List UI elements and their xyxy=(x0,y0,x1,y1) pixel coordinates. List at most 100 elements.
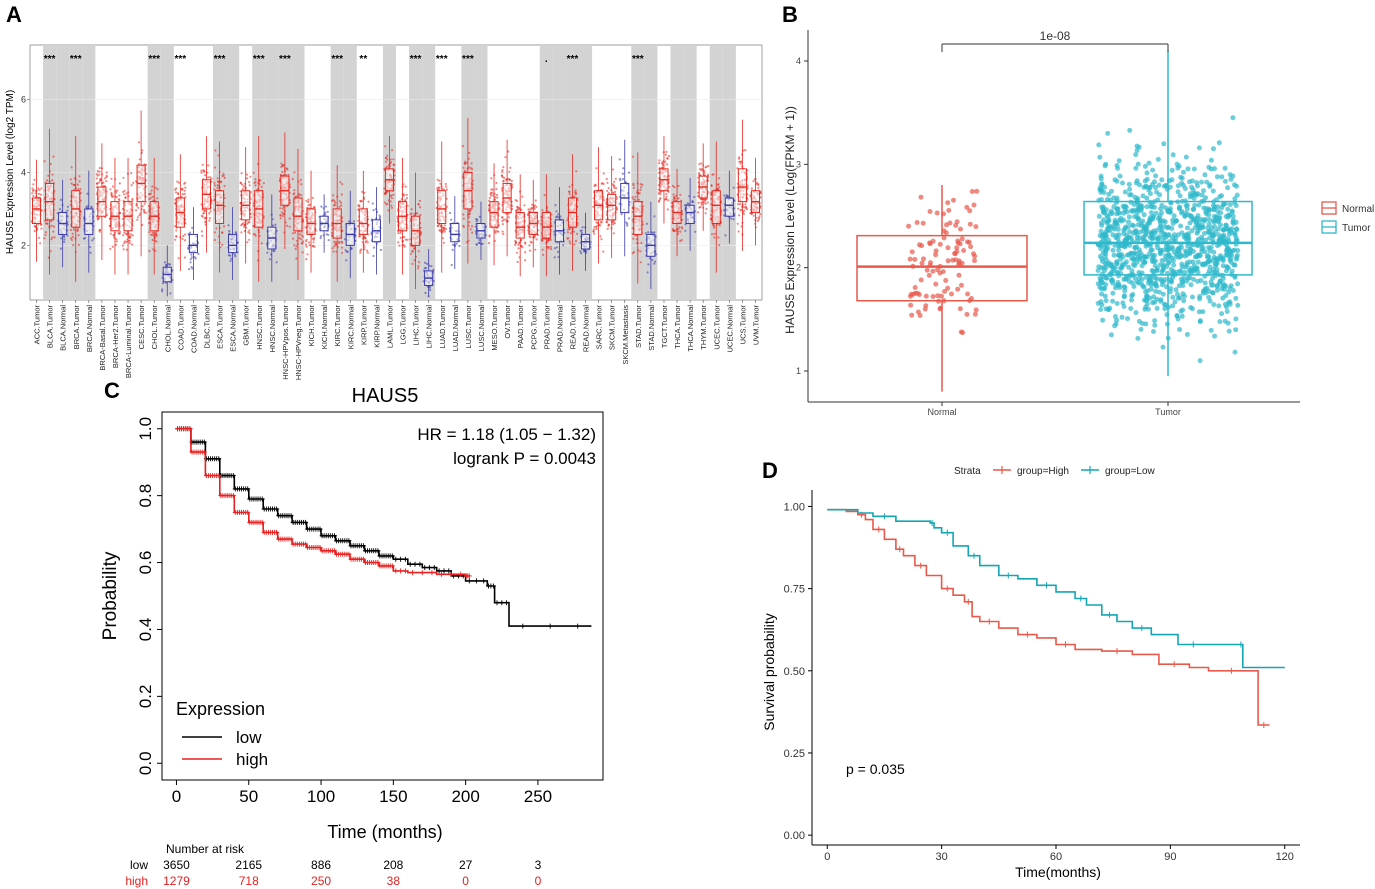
panel-a-point xyxy=(227,254,230,257)
panel-a-point xyxy=(474,225,477,228)
panel-a-point xyxy=(398,244,401,247)
panel-a-point xyxy=(467,216,471,219)
panel-a-point xyxy=(625,221,628,224)
panel-a-point xyxy=(495,193,499,197)
panel-a-point xyxy=(503,176,506,179)
panel-a-xtick-label: LUSC.Normal xyxy=(477,305,486,352)
panel-a-point xyxy=(500,174,503,177)
panel-a-point xyxy=(66,234,69,237)
panel-a-point xyxy=(678,226,681,229)
panel-b-point xyxy=(1156,289,1162,295)
panel-b-point xyxy=(1152,322,1158,328)
panel-a-point xyxy=(677,197,680,200)
panel-b-point xyxy=(908,302,914,308)
panel-a-point xyxy=(147,204,151,208)
panel-a-point xyxy=(346,250,349,253)
panel-a-point xyxy=(300,238,303,241)
panel-a-point xyxy=(144,211,148,214)
panel-a-point xyxy=(62,235,66,238)
panel-a-point xyxy=(191,267,194,270)
panel-a-point xyxy=(154,236,157,239)
panel-a-point xyxy=(631,155,635,158)
panel-a-point xyxy=(569,242,572,245)
panel-a-point xyxy=(655,253,658,256)
panel-a-point xyxy=(462,217,465,220)
panel-a-point xyxy=(215,227,218,230)
panel-a-point xyxy=(504,218,507,221)
panel-a-point xyxy=(110,193,113,196)
panel-a-point xyxy=(716,188,719,191)
panel-b-point xyxy=(1199,192,1205,198)
panel-a-point xyxy=(615,187,618,190)
panel-a-point xyxy=(397,241,400,244)
panel-a-point xyxy=(43,237,46,240)
panel-a-point xyxy=(280,162,283,165)
panel-a-point xyxy=(425,262,429,265)
panel-a-significance: *** xyxy=(148,54,160,65)
panel-a-point xyxy=(359,251,362,254)
panel-a-point xyxy=(712,173,715,176)
panel-a-point xyxy=(248,229,251,232)
panel-a-point xyxy=(557,213,560,216)
panel-a-point xyxy=(222,225,226,228)
panel-a-point xyxy=(243,229,246,233)
panel-a-xtick-label: UCEC.Normal xyxy=(725,305,734,353)
panel-b-point xyxy=(1126,264,1132,270)
panel-a-point xyxy=(111,185,115,188)
panel-a-point xyxy=(595,228,598,231)
panel-a-point xyxy=(216,184,219,187)
panel-a-point xyxy=(372,209,375,212)
panel-a-point xyxy=(98,173,101,176)
panel-a-point xyxy=(307,198,310,201)
panel-a-point xyxy=(366,249,369,252)
panel-a-point xyxy=(718,177,721,180)
panel-a-point xyxy=(738,156,741,159)
panel-a-point xyxy=(704,198,707,201)
panel-a-xtick-label: BLCA.Normal xyxy=(59,305,68,351)
panel-a-point xyxy=(123,189,126,192)
panel-a-xtick-label: KICH.Normal xyxy=(320,305,329,350)
panel-a-point xyxy=(249,212,252,215)
panel-a-xtick-label: UVM.Tumor xyxy=(752,304,761,345)
panel-a-point xyxy=(132,181,135,184)
panel-a-point xyxy=(403,236,406,239)
panel-a-point xyxy=(138,214,141,217)
panel-a-point xyxy=(137,141,141,144)
panel-b-point xyxy=(1224,309,1230,314)
panel-a-point xyxy=(72,183,75,186)
panel-a-xtick-label: PRAD.Tumor xyxy=(542,304,551,349)
panel-a-point xyxy=(295,245,298,248)
panel-a-point xyxy=(533,236,536,239)
panel-a-point xyxy=(507,150,510,153)
panel-a-point xyxy=(122,190,125,193)
panel-a-xtick-label: BRCA-Luminal.Tumor xyxy=(124,305,133,379)
panel-b-point xyxy=(959,282,964,288)
panel-a-point xyxy=(76,229,79,232)
panel-a-point xyxy=(44,233,47,236)
panel-a-point xyxy=(175,229,178,232)
panel-a-point xyxy=(534,248,537,251)
panel-a-point xyxy=(620,213,623,216)
panel-a-point xyxy=(213,238,216,242)
panel-b-point xyxy=(1099,291,1105,297)
panel-a-point xyxy=(580,231,583,235)
panel-a-point xyxy=(96,174,99,177)
panel-a-point xyxy=(635,234,638,237)
panel-b-point xyxy=(1128,208,1134,214)
panel-a-point xyxy=(183,256,186,259)
panel-a-point xyxy=(528,244,531,247)
panel-a-box xyxy=(293,197,303,232)
panel-b-point xyxy=(1222,178,1228,184)
panel-a-point xyxy=(637,198,640,201)
panel-a-point xyxy=(491,191,494,194)
panel-a-box xyxy=(711,190,721,224)
panel-a-point xyxy=(40,187,43,190)
panel-a-point xyxy=(59,198,63,201)
panel-a-point xyxy=(494,196,497,199)
panel-a-point xyxy=(533,207,536,211)
panel-a-point xyxy=(49,220,53,223)
panel-a-point xyxy=(311,196,314,199)
panel-a-point xyxy=(528,235,531,238)
panel-b-point xyxy=(1148,210,1154,216)
panel-a-point xyxy=(338,241,341,244)
